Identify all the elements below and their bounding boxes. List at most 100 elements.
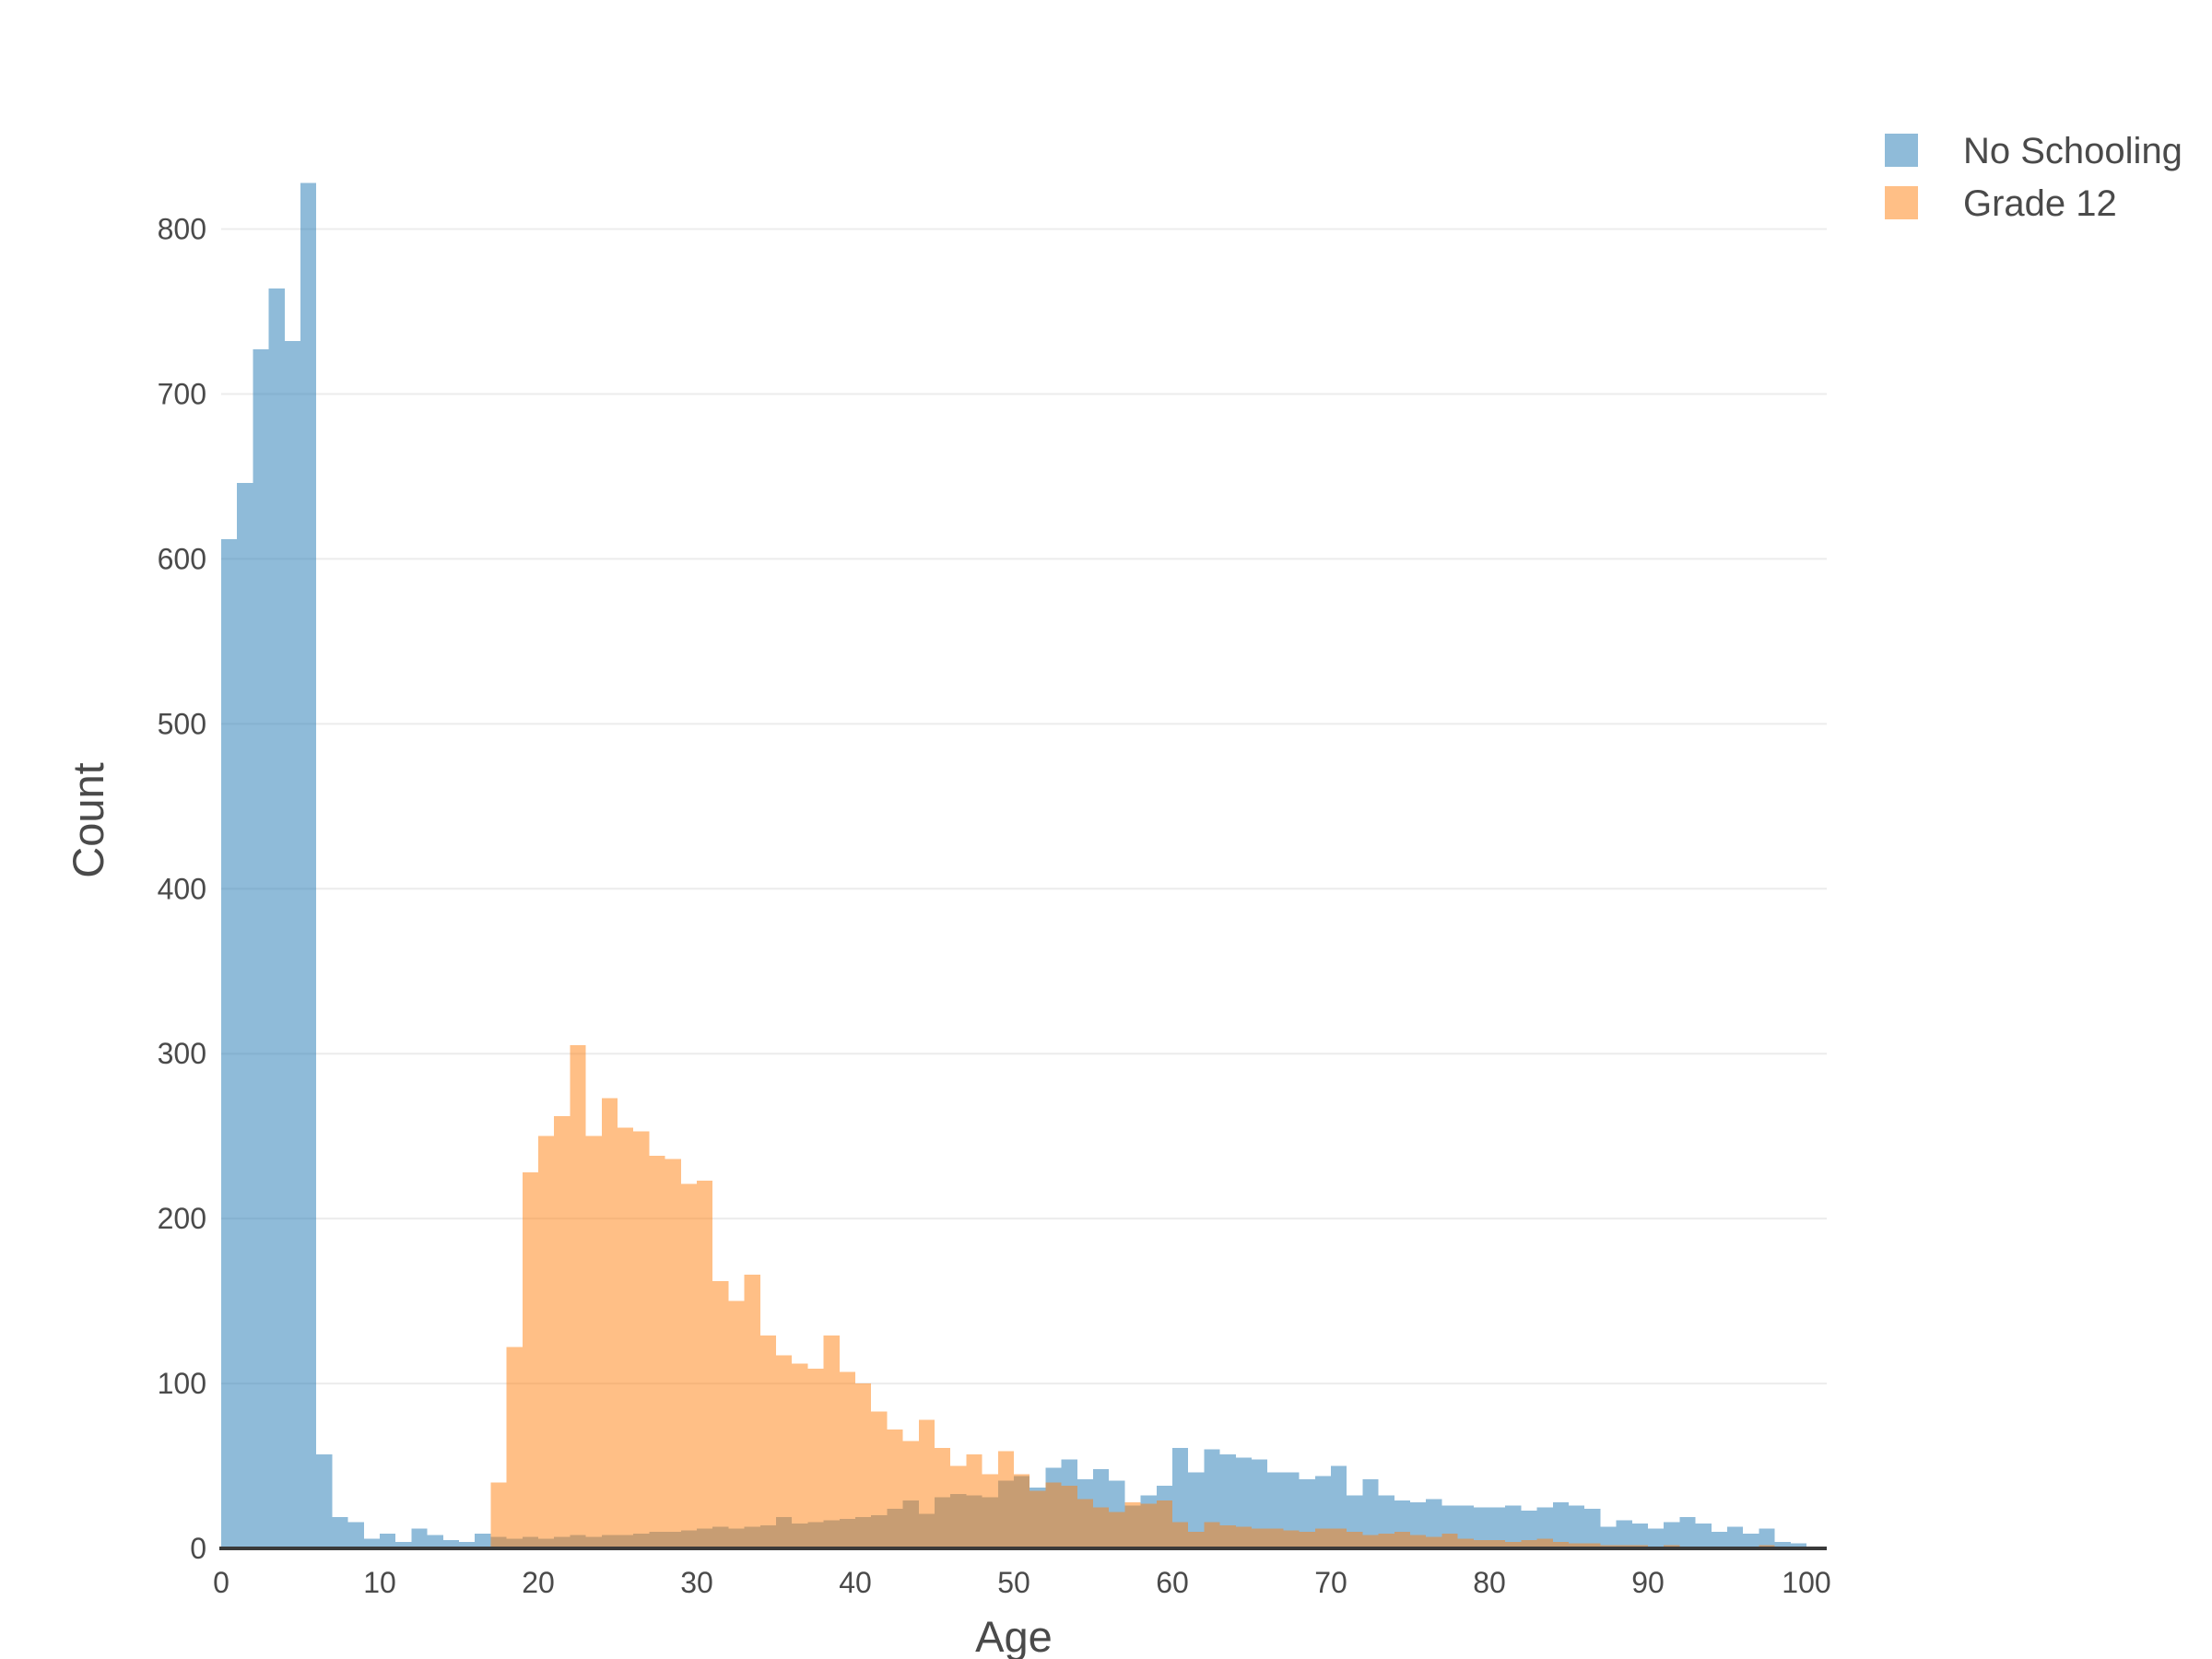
histogram-bars xyxy=(221,182,1806,1549)
histogram-bar-grade-12 xyxy=(1473,1540,1489,1548)
histogram-bar-grade-12 xyxy=(1252,1528,1268,1548)
histogram-bar-grade-12 xyxy=(792,1363,808,1548)
histogram-bar-grade-12 xyxy=(1061,1486,1077,1548)
histogram-bar-grade-12 xyxy=(823,1335,840,1548)
histogram-bar-grade-12 xyxy=(1093,1507,1110,1548)
x-tick-label-0: 0 xyxy=(213,1566,229,1599)
histogram-bar-no-schooling xyxy=(1759,1528,1775,1548)
histogram-bar-grade-12 xyxy=(1283,1530,1300,1548)
histogram-bar-grade-12 xyxy=(585,1135,602,1548)
histogram-bar-no-schooling xyxy=(253,349,269,1549)
histogram-bar-no-schooling xyxy=(237,483,253,1548)
histogram-bar-no-schooling xyxy=(1362,1478,1379,1548)
histogram-bar-no-schooling xyxy=(1616,1520,1632,1548)
histogram-bar-no-schooling xyxy=(1252,1459,1268,1548)
histogram-bar-no-schooling xyxy=(1631,1524,1648,1548)
histogram-bar-no-schooling xyxy=(1473,1507,1489,1548)
histogram-bar-no-schooling xyxy=(1235,1457,1252,1548)
histogram-bar-grade-12 xyxy=(1156,1500,1172,1548)
histogram-bar-grade-12 xyxy=(506,1347,523,1548)
histogram-bar-no-schooling xyxy=(1552,1501,1569,1548)
histogram-bar-no-schooling xyxy=(411,1528,428,1548)
histogram-bar-grade-12 xyxy=(1441,1533,1458,1548)
histogram-bar-grade-12 xyxy=(1410,1535,1427,1548)
legend-item-no-schooling[interactable]: No Schooling xyxy=(1885,131,2183,171)
y-tick-label-400: 400 xyxy=(158,872,206,905)
x-tick-label-70: 70 xyxy=(1314,1566,1347,1599)
histogram-bar-no-schooling xyxy=(1679,1517,1696,1548)
histogram-bar-grade-12 xyxy=(1505,1541,1522,1548)
histogram-bar-grade-12 xyxy=(697,1180,713,1548)
histogram-bar-grade-12 xyxy=(601,1098,618,1548)
histogram-bar-grade-12 xyxy=(1314,1528,1331,1548)
histogram-bar-no-schooling xyxy=(1426,1499,1442,1548)
histogram-bar-no-schooling xyxy=(1569,1505,1585,1548)
histogram-bar-grade-12 xyxy=(1489,1540,1506,1548)
histogram-bar-grade-12 xyxy=(1394,1532,1410,1548)
y-tick-label-700: 700 xyxy=(158,377,206,410)
histogram-bar-grade-12 xyxy=(982,1474,998,1548)
histogram-bar-grade-12 xyxy=(935,1447,951,1548)
x-tick-label-90: 90 xyxy=(1631,1566,1665,1599)
histogram-bar-grade-12 xyxy=(728,1300,745,1548)
histogram-bar-no-schooling xyxy=(1521,1510,1537,1548)
histogram-bar-grade-12 xyxy=(997,1451,1014,1548)
y-tick-label-0: 0 xyxy=(190,1532,206,1565)
histogram-bar-grade-12 xyxy=(1362,1535,1379,1548)
histogram-bar-no-schooling xyxy=(1505,1505,1522,1548)
histogram-bar-grade-12 xyxy=(1378,1533,1394,1548)
histogram-bar-grade-12 xyxy=(1124,1501,1141,1548)
histogram-bar-no-schooling xyxy=(1584,1509,1601,1548)
histogram-bar-no-schooling xyxy=(347,1522,364,1548)
histogram-bar-grade-12 xyxy=(618,1127,634,1548)
histogram-bar-no-schooling xyxy=(395,1541,412,1548)
x-tick-label-50: 50 xyxy=(997,1566,1030,1599)
histogram-bar-grade-12 xyxy=(1109,1512,1125,1548)
histogram-bar-grade-12 xyxy=(807,1368,824,1548)
histogram-bar-grade-12 xyxy=(633,1131,650,1548)
legend-swatch-grade-12 xyxy=(1885,186,1918,219)
y-tick-label-300: 300 xyxy=(158,1037,206,1070)
histogram-bar-grade-12 xyxy=(522,1172,538,1548)
histogram-bar-no-schooling xyxy=(1743,1533,1759,1548)
x-tick-label-10: 10 xyxy=(363,1566,396,1599)
histogram-bar-grade-12 xyxy=(1347,1532,1363,1548)
y-tick-label-600: 600 xyxy=(158,542,206,575)
histogram-bar-grade-12 xyxy=(1536,1538,1553,1548)
histogram-bar-no-schooling xyxy=(1664,1522,1680,1548)
histogram-bar-grade-12 xyxy=(1172,1522,1189,1548)
histogram-bar-no-schooling xyxy=(1283,1472,1300,1548)
histogram-bar-grade-12 xyxy=(1552,1541,1569,1548)
y-axis-title: Count xyxy=(64,762,112,877)
histogram-bar-grade-12 xyxy=(490,1482,507,1548)
histogram-bar-grade-12 xyxy=(1204,1522,1220,1548)
histogram-bar-grade-12 xyxy=(950,1465,967,1548)
tick-labels: 0 100 200 300 400 500 600 700 800 0 10 20 30 40 50 60 70… xyxy=(158,213,1831,1599)
histogram-bar-no-schooling xyxy=(332,1517,348,1548)
histogram-bar-no-schooling xyxy=(459,1541,476,1548)
histogram-bar-no-schooling xyxy=(221,538,238,1548)
x-tick-label-100: 100 xyxy=(1782,1566,1830,1599)
y-tick-label-800: 800 xyxy=(158,213,206,246)
histogram-bar-no-schooling xyxy=(475,1533,491,1548)
x-tick-label-60: 60 xyxy=(1156,1566,1189,1599)
histogram-bar-no-schooling xyxy=(316,1454,333,1548)
legend-item-grade-12[interactable]: Grade 12 xyxy=(1885,183,2117,224)
histogram-bar-no-schooling xyxy=(1299,1478,1315,1548)
legend-label-no-schooling: No Schooling xyxy=(1963,131,2183,171)
histogram-bar-grade-12 xyxy=(649,1156,665,1548)
histogram-bar-no-schooling xyxy=(363,1538,380,1548)
histogram-bar-grade-12 xyxy=(1140,1503,1157,1548)
histogram-bar-grade-12 xyxy=(1235,1526,1252,1548)
histogram-bar-no-schooling xyxy=(1790,1543,1806,1548)
histogram-bar-grade-12 xyxy=(1569,1543,1585,1548)
y-tick-label-100: 100 xyxy=(158,1367,206,1400)
histogram-bar-grade-12 xyxy=(1219,1524,1236,1548)
histogram-bar-no-schooling xyxy=(1219,1454,1236,1548)
histogram-bar-no-schooling xyxy=(442,1540,459,1548)
histogram-bar-grade-12 xyxy=(538,1135,555,1548)
histogram-bar-no-schooling xyxy=(284,341,300,1549)
histogram-bar-grade-12 xyxy=(759,1335,776,1548)
histogram-bar-grade-12 xyxy=(1521,1540,1537,1548)
